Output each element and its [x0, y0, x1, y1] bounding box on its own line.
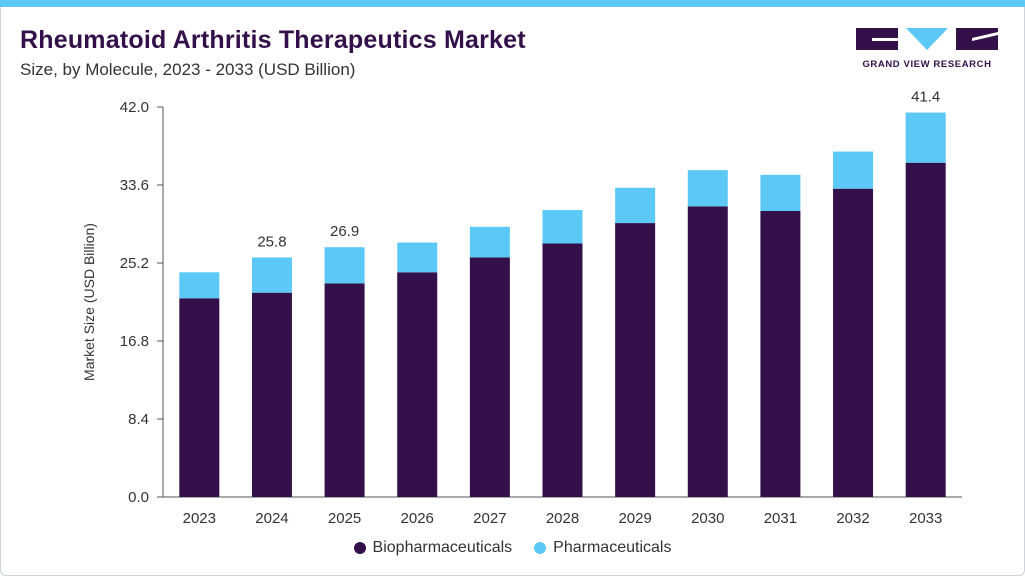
bar-biopharmaceuticals-2032: [833, 188, 874, 497]
legend-label-biopharmaceuticals: Biopharmaceuticals: [372, 539, 513, 556]
bar-pharmaceuticals-2033: [905, 112, 946, 163]
bar-pharmaceuticals-2032: [833, 151, 874, 189]
bar-biopharmaceuticals-2027: [469, 257, 510, 497]
y-tick-label: 0.0: [128, 489, 149, 506]
x-tick-label: 2024: [255, 510, 288, 527]
y-tick-label: 16.8: [120, 333, 149, 350]
x-tick-label: 2032: [836, 510, 869, 527]
x-tick-label: 2031: [764, 510, 797, 527]
x-tick-label: 2027: [473, 510, 506, 527]
bar-biopharmaceuticals-2023: [179, 298, 220, 497]
x-axis: 2023 2024 2025 2026 2027 2028 2029 2030 2031 2032…: [163, 496, 962, 527]
legend: Biopharmaceuticals Pharmaceuticals: [0, 537, 1025, 559]
bar-pharmaceuticals-2029: [615, 187, 656, 224]
bar-biopharmaceuticals-2025: [324, 283, 365, 497]
legend-label-pharmaceuticals: Pharmaceuticals: [553, 539, 672, 556]
bar-biopharmaceuticals-2033: [905, 162, 946, 497]
x-tick-label: 2028: [546, 510, 579, 527]
bar-biopharmaceuticals-2026: [397, 272, 438, 497]
y-axis-label: Market Size (USD Billion): [81, 223, 97, 381]
x-tick-label: 2026: [401, 510, 434, 527]
logo-text: GRAND VIEW RESEARCH: [862, 59, 992, 70]
data-label-2033: 41.4: [911, 89, 940, 106]
chart-subtitle: Size, by Molecule, 2023 - 2033 (USD Bill…: [20, 60, 356, 79]
legend-dot-biopharmaceuticals-icon: [353, 542, 366, 554]
x-tick-label: 2033: [909, 510, 942, 527]
legend-dot-pharmaceuticals-icon: [534, 542, 547, 554]
y-tick-label: 42.0: [120, 99, 149, 116]
x-tick-label: 2025: [328, 510, 361, 527]
top-accent-bar: [0, 0, 1025, 7]
data-label-2024: 25.8: [257, 233, 286, 250]
legend-item-pharmaceuticals: Pharmaceuticals: [534, 539, 671, 557]
bar-pharmaceuticals-2025: [324, 247, 365, 284]
bar-pharmaceuticals-2031: [760, 174, 801, 211]
x-tick-label: 2030: [691, 510, 724, 527]
bar-pharmaceuticals-2023: [179, 272, 220, 299]
data-labels: 25.8 26.9 41.4: [257, 89, 940, 251]
bar-biopharmaceuticals-2024: [251, 292, 292, 497]
y-tick-label: 33.6: [120, 177, 149, 194]
y-tick-label: 25.2: [120, 255, 149, 272]
x-tick-label: 2023: [183, 510, 216, 527]
x-tick-label: 2029: [618, 510, 651, 527]
grand-view-research-logo: GRAND VIEW RESEARCH: [856, 28, 998, 72]
y-tick-label: 8.4: [128, 411, 149, 428]
bar-pharmaceuticals-2028: [542, 210, 583, 244]
bar-pharmaceuticals-2027: [469, 226, 510, 258]
data-label-2025: 26.9: [330, 223, 359, 240]
bar-pharmaceuticals-2026: [397, 242, 438, 273]
bar-biopharmaceuticals-2030: [687, 206, 728, 497]
bar-biopharmaceuticals-2029: [615, 223, 656, 498]
logo-mark-icon: [856, 28, 998, 50]
legend-item-biopharmaceuticals: Biopharmaceuticals: [353, 539, 513, 557]
y-axis: 0.0 8.4 16.8 25.2 33.6 42.0: [120, 99, 164, 506]
bars: [179, 112, 946, 498]
chart-title: Rheumatoid Arthritis Therapeutics Market: [20, 26, 526, 54]
bar-pharmaceuticals-2024: [251, 257, 292, 293]
bar-pharmaceuticals-2030: [687, 170, 728, 207]
bar-biopharmaceuticals-2028: [542, 243, 583, 497]
bar-biopharmaceuticals-2031: [760, 211, 801, 497]
